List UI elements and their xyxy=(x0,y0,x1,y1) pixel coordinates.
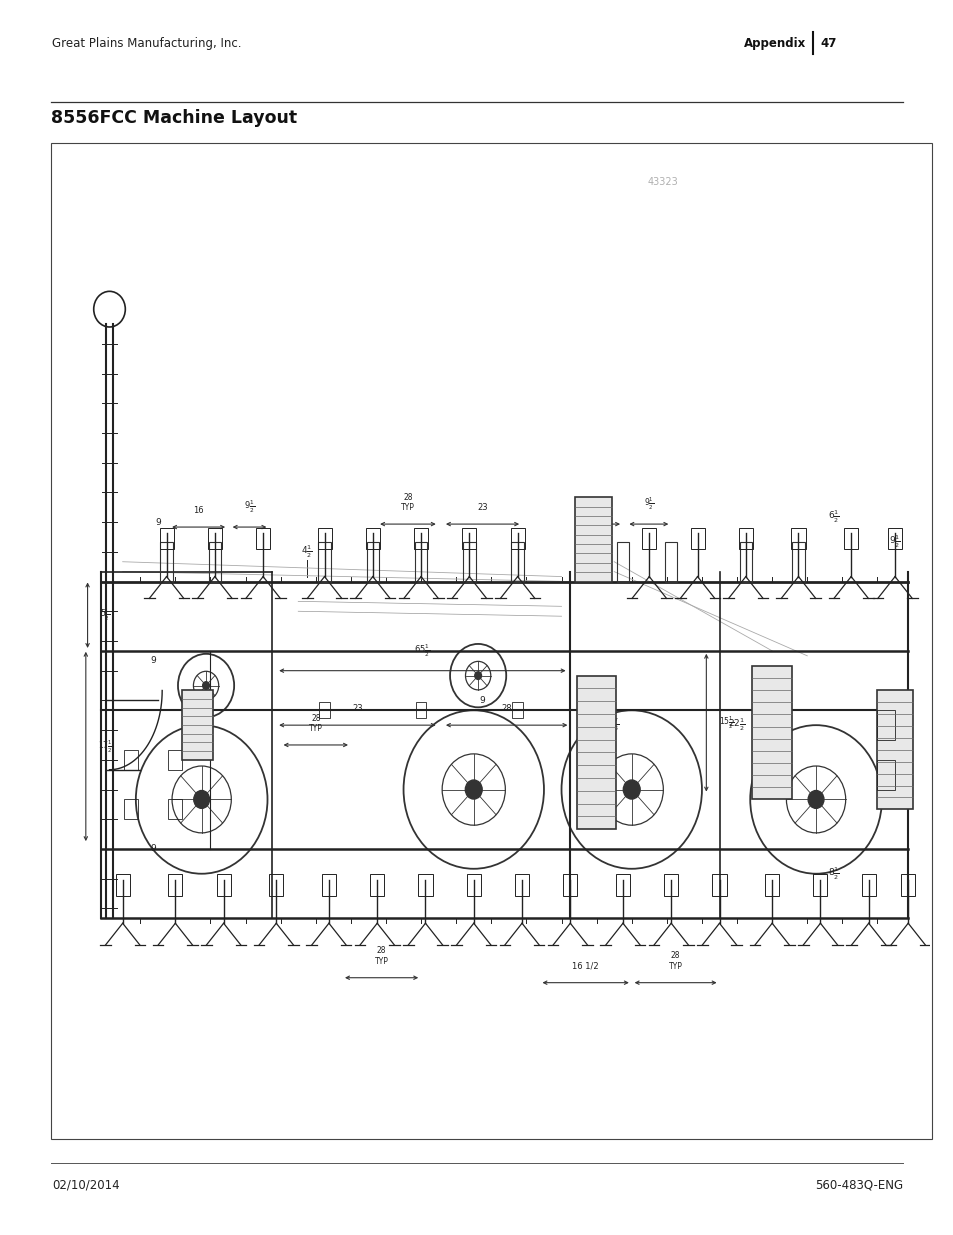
Text: 28
TYP: 28 TYP xyxy=(400,493,415,513)
Bar xyxy=(843,527,858,550)
Bar xyxy=(577,676,616,829)
Bar xyxy=(562,874,577,897)
Bar xyxy=(617,542,628,582)
Bar xyxy=(418,874,432,897)
Bar xyxy=(318,542,331,582)
Text: 6$\frac{1}{2}$: 6$\frac{1}{2}$ xyxy=(827,509,839,525)
Text: 560-483Q-ENG: 560-483Q-ENG xyxy=(815,1178,902,1192)
Bar xyxy=(160,542,172,582)
Circle shape xyxy=(475,672,481,679)
Bar xyxy=(182,690,213,760)
Bar xyxy=(255,527,270,550)
Bar xyxy=(739,542,751,582)
Bar xyxy=(463,542,475,582)
Bar xyxy=(901,874,914,897)
Bar xyxy=(209,542,221,582)
Bar xyxy=(764,874,779,897)
Bar xyxy=(366,542,378,582)
Bar xyxy=(370,874,384,897)
Bar xyxy=(877,760,894,789)
Bar xyxy=(887,527,902,550)
Bar xyxy=(616,874,629,897)
Bar xyxy=(365,527,379,550)
Bar xyxy=(511,542,523,582)
Bar xyxy=(462,527,476,550)
Text: 17$\frac{1}{2}$: 17$\frac{1}{2}$ xyxy=(98,739,113,755)
Bar xyxy=(861,874,875,897)
Bar xyxy=(319,703,330,719)
Bar xyxy=(791,527,804,550)
Bar xyxy=(877,710,894,740)
Circle shape xyxy=(622,781,639,799)
Text: 28
TYP: 28 TYP xyxy=(309,714,322,734)
Text: 9: 9 xyxy=(479,695,485,705)
Bar xyxy=(124,799,138,819)
Text: 23: 23 xyxy=(476,503,487,513)
Bar xyxy=(216,874,231,897)
Bar xyxy=(317,527,332,550)
Bar xyxy=(877,690,912,809)
Text: 16: 16 xyxy=(595,503,605,513)
Text: 9$\frac{1}{2}$: 9$\frac{1}{2}$ xyxy=(244,499,254,515)
Bar xyxy=(663,874,678,897)
Bar xyxy=(752,666,791,799)
Text: Great Plains Manufacturing, Inc.: Great Plains Manufacturing, Inc. xyxy=(52,37,242,49)
Text: 28: 28 xyxy=(501,704,512,714)
Bar xyxy=(510,527,524,550)
Bar xyxy=(641,527,656,550)
Text: 9: 9 xyxy=(151,845,156,853)
Text: 16 1/2: 16 1/2 xyxy=(572,962,598,971)
Bar xyxy=(792,542,803,582)
Bar xyxy=(416,703,426,719)
Bar xyxy=(321,874,335,897)
Bar xyxy=(51,143,931,1139)
Text: 9$\frac{1}{2}$: 9$\frac{1}{2}$ xyxy=(643,496,654,513)
Text: 22$\frac{1}{2}$: 22$\frac{1}{2}$ xyxy=(727,716,745,734)
Bar xyxy=(208,527,222,550)
Text: Appendix: Appendix xyxy=(743,37,805,49)
Circle shape xyxy=(465,781,481,799)
Bar xyxy=(515,874,529,897)
Text: 4$\frac{1}{2}$: 4$\frac{1}{2}$ xyxy=(301,543,313,561)
Bar xyxy=(738,527,752,550)
Bar xyxy=(168,799,182,819)
Text: 9$\frac{1}{2}$: 9$\frac{1}{2}$ xyxy=(888,534,900,551)
Text: 9: 9 xyxy=(151,656,156,666)
Bar xyxy=(115,874,130,897)
Text: 28
TYP: 28 TYP xyxy=(375,946,388,966)
Bar xyxy=(466,874,480,897)
Bar xyxy=(168,750,182,769)
Text: 9: 9 xyxy=(154,517,160,526)
Bar xyxy=(414,527,428,550)
Bar xyxy=(574,498,611,582)
Text: 47: 47 xyxy=(820,37,836,49)
Bar xyxy=(415,542,427,582)
Text: 43323: 43323 xyxy=(647,177,678,188)
Text: 15$\frac{1}{2}$: 15$\frac{1}{2}$ xyxy=(718,715,733,731)
Text: 02/10/2014: 02/10/2014 xyxy=(52,1178,120,1192)
Bar xyxy=(159,527,173,550)
Bar xyxy=(690,527,704,550)
Text: 9$\frac{7}{8}$: 9$\frac{7}{8}$ xyxy=(608,716,619,734)
Text: 16: 16 xyxy=(193,506,204,515)
Text: 8556FCC Machine Layout: 8556FCC Machine Layout xyxy=(51,109,296,127)
Text: 5$\frac{1}{2}$: 5$\frac{1}{2}$ xyxy=(100,608,110,624)
Text: 28
TYP: 28 TYP xyxy=(668,951,681,971)
Circle shape xyxy=(193,790,210,809)
Bar xyxy=(512,703,522,719)
Bar xyxy=(813,874,826,897)
Bar xyxy=(712,874,726,897)
Text: 8$\frac{1}{2}$: 8$\frac{1}{2}$ xyxy=(827,866,839,882)
Bar xyxy=(664,542,677,582)
Circle shape xyxy=(202,682,210,689)
Text: 65$\frac{1}{2}$: 65$\frac{1}{2}$ xyxy=(414,642,430,658)
Circle shape xyxy=(807,790,823,809)
Text: 23: 23 xyxy=(352,704,362,714)
Bar xyxy=(269,874,283,897)
Bar xyxy=(168,874,182,897)
Bar xyxy=(124,750,138,769)
